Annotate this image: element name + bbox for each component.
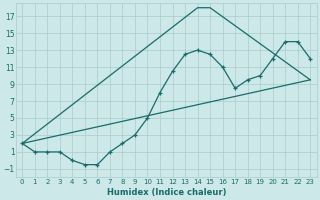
X-axis label: Humidex (Indice chaleur): Humidex (Indice chaleur) [107, 188, 226, 197]
